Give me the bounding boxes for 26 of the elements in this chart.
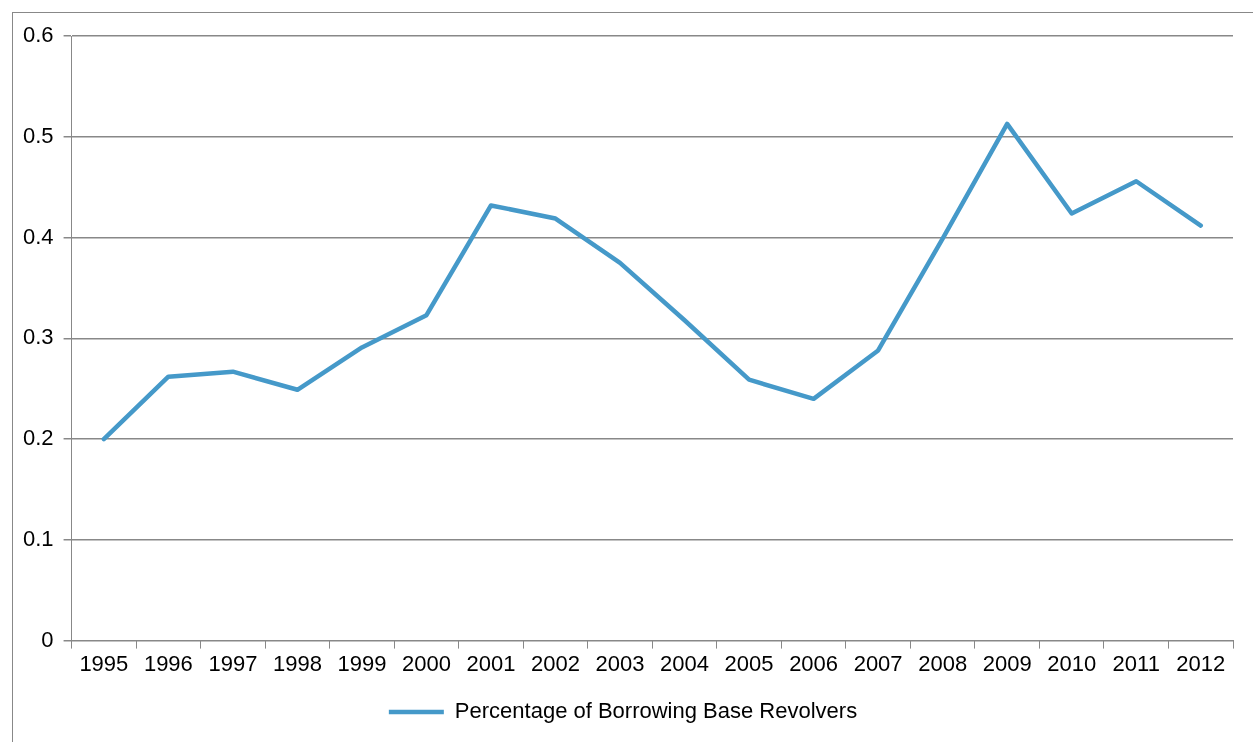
x-tick-label: 2004 xyxy=(660,650,710,676)
x-tick-label: 2008 xyxy=(918,650,968,676)
y-tick-label: 0.1 xyxy=(22,525,54,551)
x-tick-label: 2011 xyxy=(1112,650,1160,676)
x-tick-label: 1999 xyxy=(337,650,387,676)
y-tick-label: 0 xyxy=(41,626,54,652)
y-tick-label: 0.5 xyxy=(22,123,54,148)
x-tick-label: 2009 xyxy=(982,650,1032,676)
x-tick-label: 1995 xyxy=(79,650,129,676)
x-tick-label: 2007 xyxy=(853,650,903,676)
x-tick-label: 2002 xyxy=(531,650,580,676)
x-tick-label: 2010 xyxy=(1047,650,1097,676)
y-tick-label: 0.4 xyxy=(22,223,54,249)
y-tick-label: 0.6 xyxy=(22,22,54,48)
x-tick-label: 2005 xyxy=(724,650,774,676)
x-tick-label: 2003 xyxy=(595,650,645,676)
x-tick-label: 1996 xyxy=(143,650,193,676)
x-tick-label: 1998 xyxy=(272,650,322,676)
y-tick-label: 0.3 xyxy=(22,324,54,350)
x-tick-label: 2000 xyxy=(401,650,451,676)
x-tick-label: 2001 xyxy=(466,650,516,676)
x-tick-label: 2012 xyxy=(1176,650,1226,676)
x-tick-label: 1997 xyxy=(208,650,258,676)
legend-label: Percentage of Borrowing Base Revolvers xyxy=(454,698,858,724)
x-tick-label: 2006 xyxy=(789,650,839,676)
y-tick-label: 0.2 xyxy=(22,425,54,451)
